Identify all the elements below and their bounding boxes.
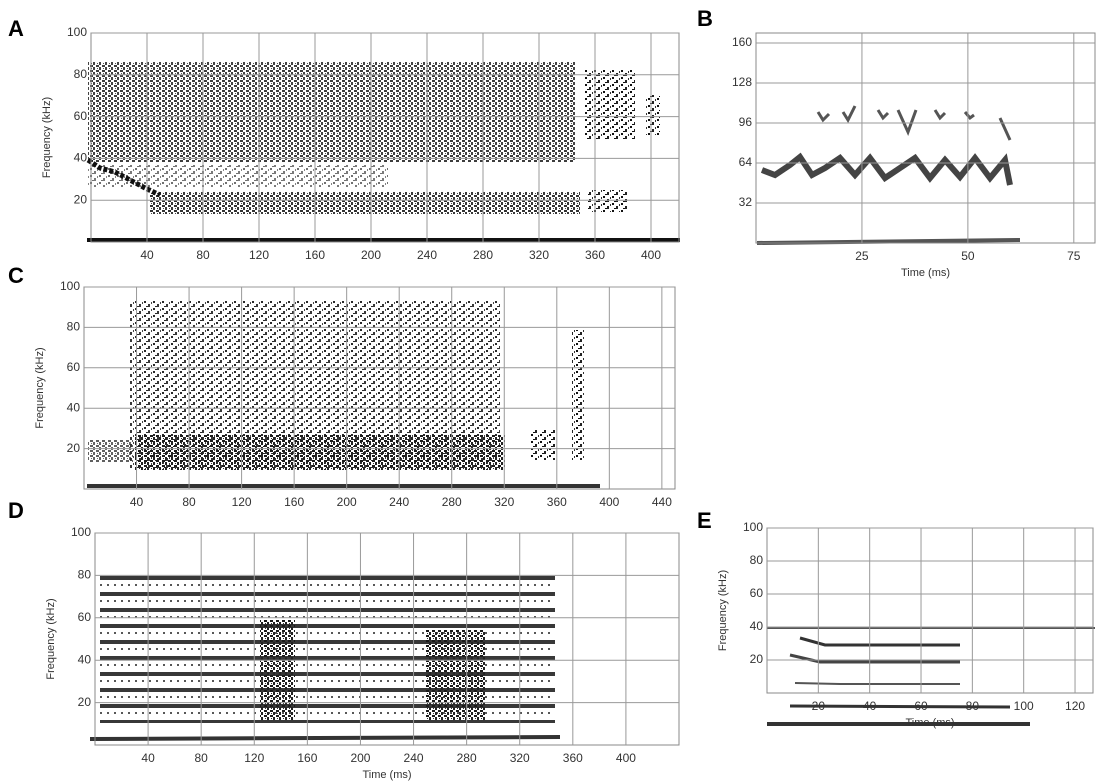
x-tick-label: 160 <box>297 751 317 765</box>
x-tick-label: 400 <box>641 248 661 262</box>
panel-letter: D <box>8 498 24 523</box>
x-tick-label: 160 <box>305 248 325 262</box>
panel-letter: A <box>8 16 24 41</box>
x-tick-label: 320 <box>510 751 530 765</box>
y-tick-label: 40 <box>67 400 81 414</box>
panel-letter: C <box>8 263 24 288</box>
y-tick-label: 20 <box>67 441 81 455</box>
plot-frame <box>766 527 1094 694</box>
x-tick-label: 360 <box>547 495 567 509</box>
y-tick-label: 64 <box>739 155 753 169</box>
x-tick-label: 80 <box>182 495 196 509</box>
x-tick-label: 200 <box>350 751 370 765</box>
x-tick-label: 120 <box>244 751 264 765</box>
y-tick-label: 32 <box>739 195 753 209</box>
y-tick-label: 80 <box>750 553 764 567</box>
x-tick-label: 400 <box>616 751 636 765</box>
x-tick-label: 80 <box>966 699 980 713</box>
x-tick-label: 60 <box>914 699 928 713</box>
x-tick-label: 40 <box>140 248 154 262</box>
x-tick-label: 50 <box>961 249 975 263</box>
x-tick-label: 40 <box>863 699 877 713</box>
x-tick-label: 240 <box>417 248 437 262</box>
y-tick-label: 40 <box>750 619 764 633</box>
x-tick-label: 280 <box>457 751 477 765</box>
x-tick-label: 75 <box>1067 249 1081 263</box>
x-tick-label: 200 <box>337 495 357 509</box>
x-tick-label: 20 <box>812 699 826 713</box>
x-tick-label: 120 <box>249 248 269 262</box>
y-tick-label: 40 <box>74 151 88 165</box>
x-tick-label: 320 <box>494 495 514 509</box>
panel-letter: E <box>697 508 712 533</box>
y-tick-label: 100 <box>67 25 87 39</box>
x-tick-label: 120 <box>232 495 252 509</box>
y-tick-label: 100 <box>60 279 80 293</box>
x-tick-label: 280 <box>473 248 493 262</box>
y-tick-label: 100 <box>743 520 763 534</box>
x-tick-label: 40 <box>130 495 144 509</box>
y-axis-label: Frequency (kHz) <box>34 347 46 428</box>
y-tick-label: 20 <box>74 192 88 206</box>
spectrogram-traces <box>86 62 1095 741</box>
x-tick-label: 360 <box>585 248 605 262</box>
x-axis-label: Time (ms) <box>905 717 954 729</box>
plot-frame <box>755 32 1096 244</box>
y-tick-label: 60 <box>74 109 88 123</box>
x-tick-label: 360 <box>563 751 583 765</box>
x-tick-label: 100 <box>1014 699 1034 713</box>
x-axis-label: Time (ms) <box>901 267 950 279</box>
x-axis-label: Time (ms) <box>362 769 411 781</box>
x-tick-label: 240 <box>404 751 424 765</box>
y-tick-label: 96 <box>739 115 753 129</box>
y-tick-label: 80 <box>78 568 92 582</box>
x-tick-label: 120 <box>1065 699 1085 713</box>
x-tick-label: 80 <box>195 751 209 765</box>
y-tick-label: 80 <box>67 320 81 334</box>
y-axis-label: Frequency (kHz) <box>45 598 57 679</box>
x-tick-label: 240 <box>389 495 409 509</box>
y-tick-label: 60 <box>750 586 764 600</box>
y-tick-label: 40 <box>78 652 92 666</box>
y-tick-label: 100 <box>71 525 91 539</box>
y-tick-label: 20 <box>750 652 764 666</box>
y-tick-label: 128 <box>732 75 752 89</box>
x-tick-label: 400 <box>599 495 619 509</box>
y-tick-label: 20 <box>78 695 92 709</box>
x-tick-label: 80 <box>196 248 210 262</box>
y-tick-label: 60 <box>78 610 92 624</box>
x-tick-label: 280 <box>442 495 462 509</box>
x-tick-label: 40 <box>141 751 155 765</box>
x-tick-label: 440 <box>652 495 672 509</box>
x-tick-label: 200 <box>361 248 381 262</box>
y-tick-label: 160 <box>732 35 752 49</box>
y-tick-label: 60 <box>67 360 81 374</box>
y-axis-label: Frequency (kHz) <box>41 97 53 178</box>
y-tick-label: 80 <box>74 67 88 81</box>
x-tick-label: 160 <box>284 495 304 509</box>
x-tick-label: 320 <box>529 248 549 262</box>
y-axis-label: Frequency (kHz) <box>717 570 729 651</box>
x-tick-label: 25 <box>855 249 869 263</box>
panel-letter: B <box>697 6 713 31</box>
